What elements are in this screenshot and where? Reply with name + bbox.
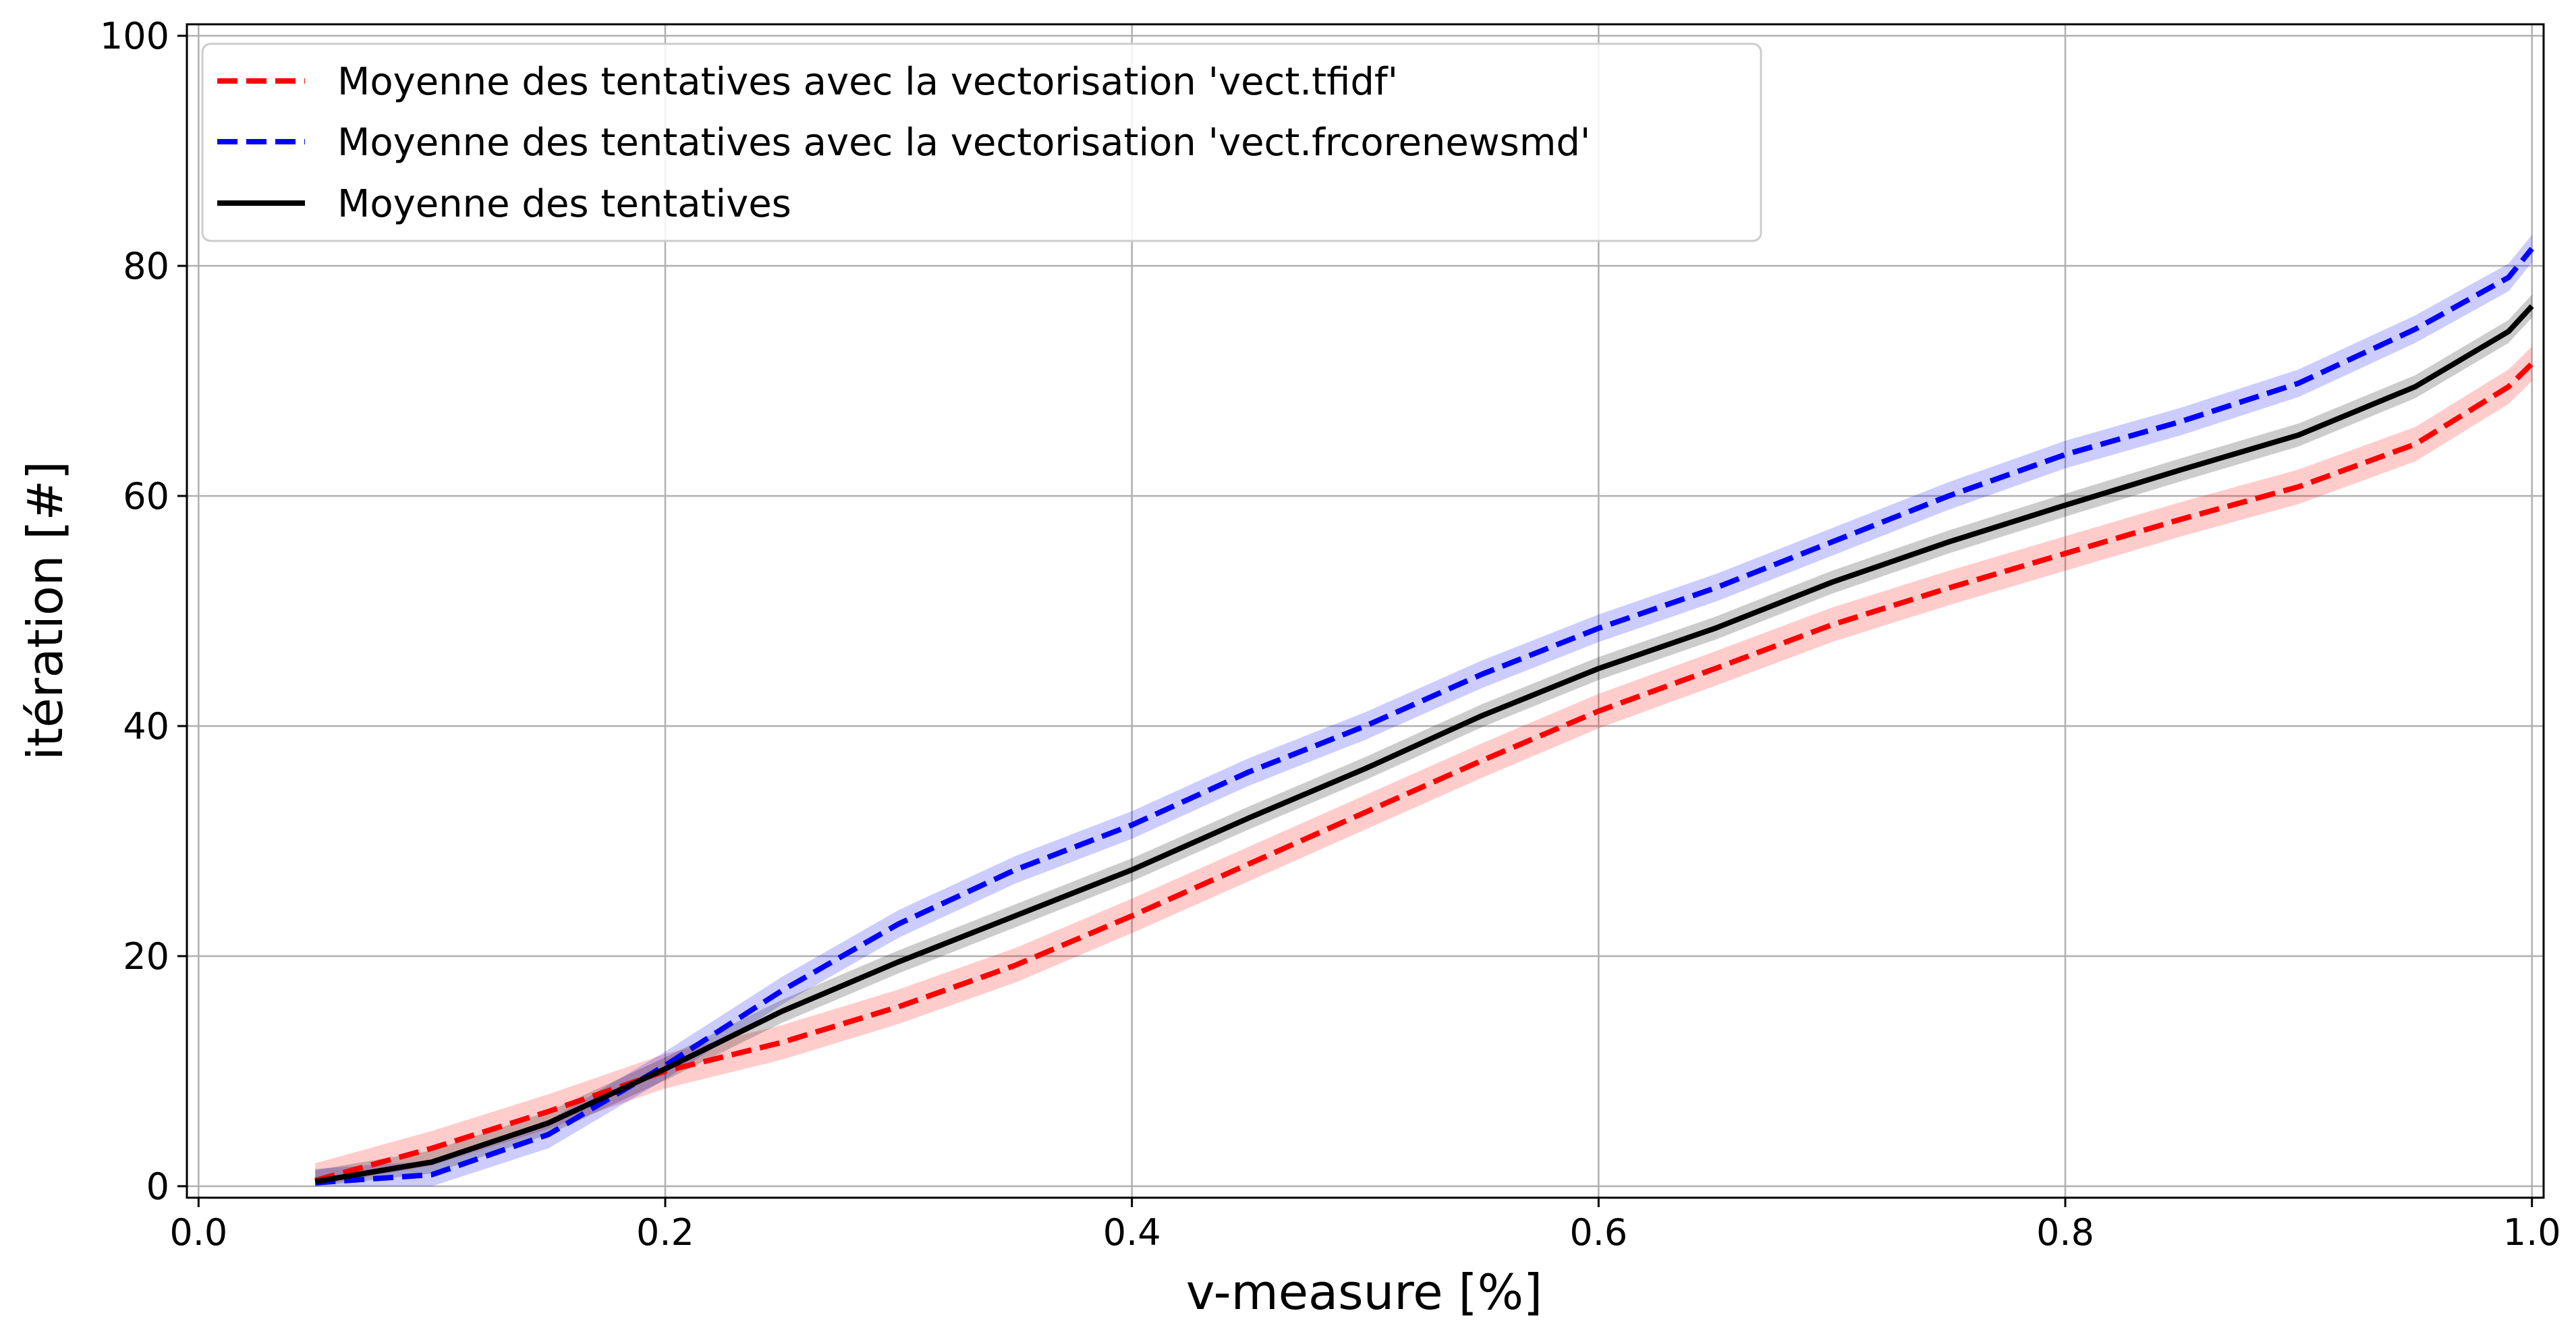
series-2-line bbox=[314, 304, 2534, 1185]
series-1-band bbox=[315, 234, 2532, 1186]
legend-entry-0: Moyenne des tentatives avec la vectorisa… bbox=[337, 60, 1398, 104]
x-tick-label: 0.2 bbox=[636, 1211, 694, 1254]
y-tick-label: 60 bbox=[123, 475, 169, 518]
legend-entry-1: Moyenne des tentatives avec la vectorisa… bbox=[337, 121, 1590, 165]
x-tick-label: 1.0 bbox=[2503, 1211, 2561, 1254]
x-axis-ticks: 0.0 0.2 0.4 0.6 0.8 1.0 bbox=[169, 1198, 2561, 1254]
y-axis-label: itération [#] bbox=[17, 461, 74, 760]
y-axis-ticks: 0 20 40 60 80 100 bbox=[100, 15, 187, 1208]
confidence-bands bbox=[315, 234, 2532, 1186]
y-tick-label: 100 bbox=[100, 15, 169, 57]
series-1-line bbox=[314, 246, 2534, 1186]
series-0-line bbox=[314, 362, 2534, 1184]
x-axis-label: v-measure [%] bbox=[1186, 1264, 1542, 1321]
y-tick-label: 80 bbox=[123, 245, 169, 287]
plot-frame bbox=[186, 23, 2545, 1199]
series-lines bbox=[314, 246, 2534, 1186]
legend-frame bbox=[201, 43, 1762, 242]
series-0-band bbox=[315, 346, 2532, 1186]
legend-entry-2: Moyenne des tentatives bbox=[337, 182, 791, 226]
y-tick-label: 0 bbox=[146, 1165, 169, 1208]
x-tick-label: 0.0 bbox=[169, 1211, 227, 1254]
x-tick-label: 0.6 bbox=[1569, 1211, 1627, 1254]
legend: Moyenne des tentatives avec la vectorisa… bbox=[201, 43, 1762, 242]
x-tick-label: 0.8 bbox=[2036, 1211, 2094, 1254]
x-tick-label: 0.4 bbox=[1103, 1211, 1161, 1254]
y-tick-label: 20 bbox=[123, 935, 169, 978]
y-tick-label: 40 bbox=[123, 705, 169, 748]
